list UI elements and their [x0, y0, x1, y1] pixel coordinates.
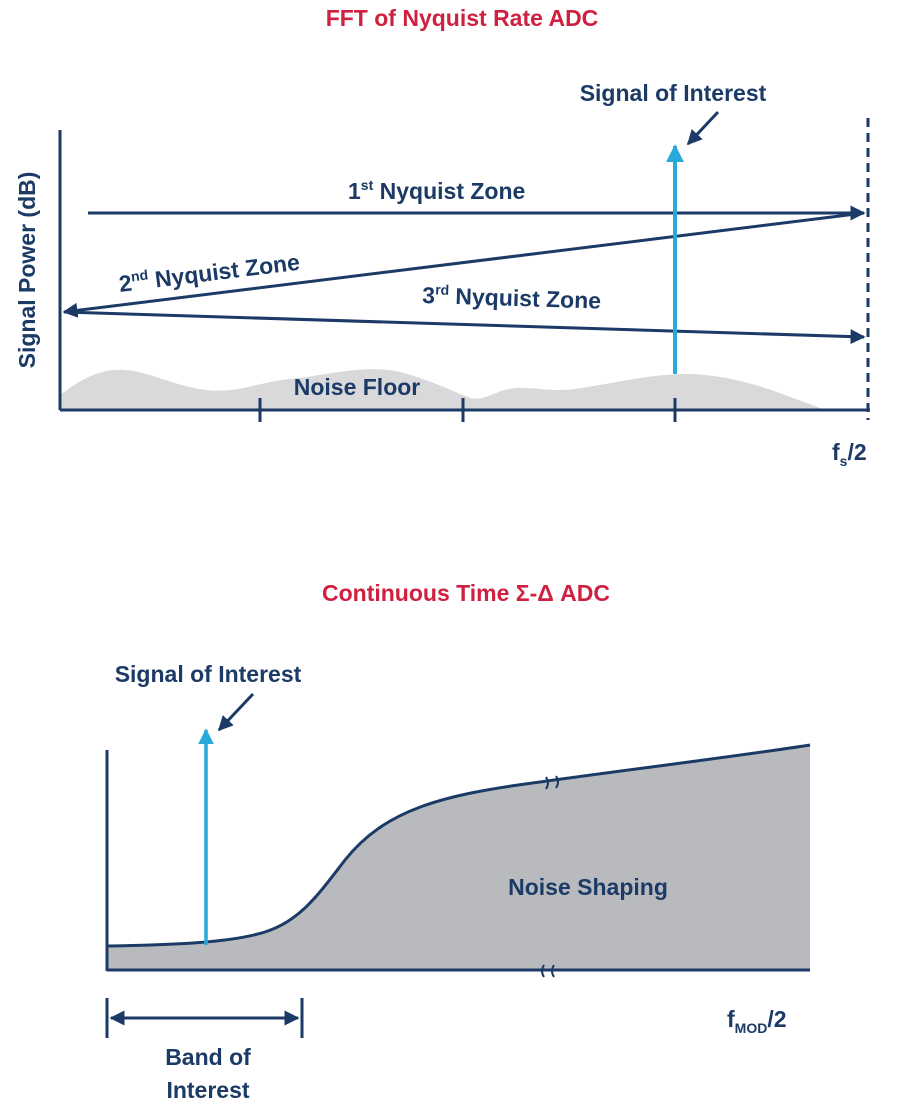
noise-shaping-area: [107, 745, 810, 970]
zone2-label: 2nd Nyquist Zone: [117, 248, 301, 297]
top-signal-pointer: [686, 110, 720, 146]
bottom-signal-label: Signal of Interest: [115, 661, 302, 687]
bottom-signal-pointer: [217, 692, 255, 732]
band-label-line2: Interest: [166, 1077, 249, 1103]
axis-break-mark: [541, 964, 555, 978]
band-label-line1: Band of: [165, 1044, 251, 1070]
top-noise-label: Noise Floor: [294, 374, 421, 400]
zone3-label: 3rd Nyquist Zone: [422, 281, 602, 314]
top-y-axis-label: Signal Power (dB): [14, 172, 40, 369]
noise-shaping-label: Noise Shaping: [508, 874, 668, 900]
top-noise-floor-area: [60, 369, 825, 410]
zone3-arrow: [63, 310, 866, 345]
zone2-arrow: [62, 211, 865, 318]
noise-shaping-curve: [106, 743, 811, 948]
top-signal-label: Signal of Interest: [580, 80, 767, 106]
curve-break-mark: [545, 775, 559, 790]
bottom-x-end-label: fMOD/2: [727, 1006, 787, 1036]
bottom-title: Continuous Time Σ-Δ ADC: [322, 580, 610, 606]
zone1-label: 1st Nyquist Zone: [348, 177, 525, 204]
top-x-end-label: fs/2: [832, 439, 867, 469]
top-title: FFT of Nyquist Rate ADC: [326, 5, 599, 31]
